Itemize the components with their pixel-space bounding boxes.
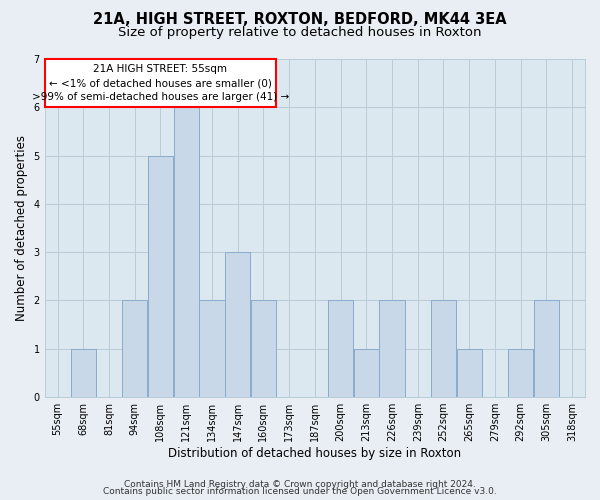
Text: Contains public sector information licensed under the Open Government Licence v3: Contains public sector information licen… <box>103 488 497 496</box>
Text: 21A, HIGH STREET, ROXTON, BEDFORD, MK44 3EA: 21A, HIGH STREET, ROXTON, BEDFORD, MK44 … <box>93 12 507 28</box>
Bar <box>457 349 482 397</box>
Bar <box>225 252 250 397</box>
Bar <box>71 349 96 397</box>
Bar <box>353 349 379 397</box>
FancyBboxPatch shape <box>44 59 276 108</box>
Bar <box>534 300 559 397</box>
Y-axis label: Number of detached properties: Number of detached properties <box>15 135 28 321</box>
Bar <box>148 156 173 397</box>
Text: 21A HIGH STREET: 55sqm
← <1% of detached houses are smaller (0)
>99% of semi-det: 21A HIGH STREET: 55sqm ← <1% of detached… <box>32 64 289 102</box>
Bar <box>379 300 404 397</box>
Bar <box>199 300 224 397</box>
Bar <box>328 300 353 397</box>
Bar <box>431 300 456 397</box>
Bar <box>122 300 148 397</box>
X-axis label: Distribution of detached houses by size in Roxton: Distribution of detached houses by size … <box>168 447 461 460</box>
Bar <box>251 300 276 397</box>
Text: Contains HM Land Registry data © Crown copyright and database right 2024.: Contains HM Land Registry data © Crown c… <box>124 480 476 489</box>
Bar <box>508 349 533 397</box>
Text: Size of property relative to detached houses in Roxton: Size of property relative to detached ho… <box>118 26 482 39</box>
Bar <box>173 108 199 397</box>
